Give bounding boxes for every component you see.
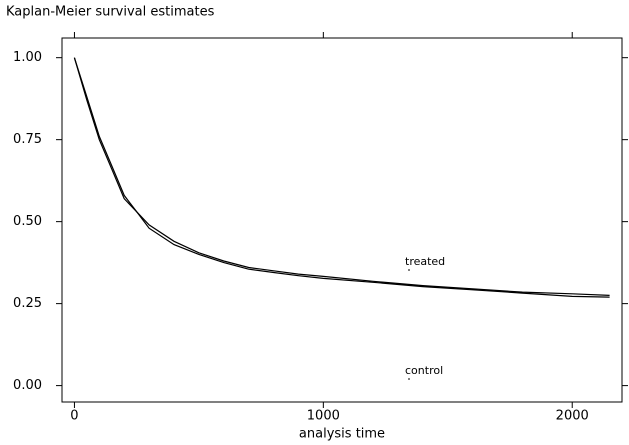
x-axis-label: analysis time — [299, 427, 385, 442]
series-label: control — [405, 364, 443, 377]
y-tick-label: 0.75 — [13, 132, 42, 147]
x-tick-label: 0 — [70, 409, 78, 424]
plot-frame — [61, 37, 623, 403]
survival-line — [73, 57, 610, 296]
survival-line — [73, 57, 610, 298]
y-tick-label: 1.00 — [13, 50, 42, 65]
y-tick-label: 0.25 — [13, 296, 42, 311]
x-tick-label: 1000 — [307, 409, 340, 424]
y-tick-label: 0.00 — [13, 378, 42, 393]
x-tick-label: 2000 — [556, 409, 589, 424]
series-label: treated — [405, 255, 445, 268]
y-tick-label: 0.50 — [13, 214, 42, 229]
chart-title: Kaplan-Meier survival estimates — [6, 5, 215, 20]
